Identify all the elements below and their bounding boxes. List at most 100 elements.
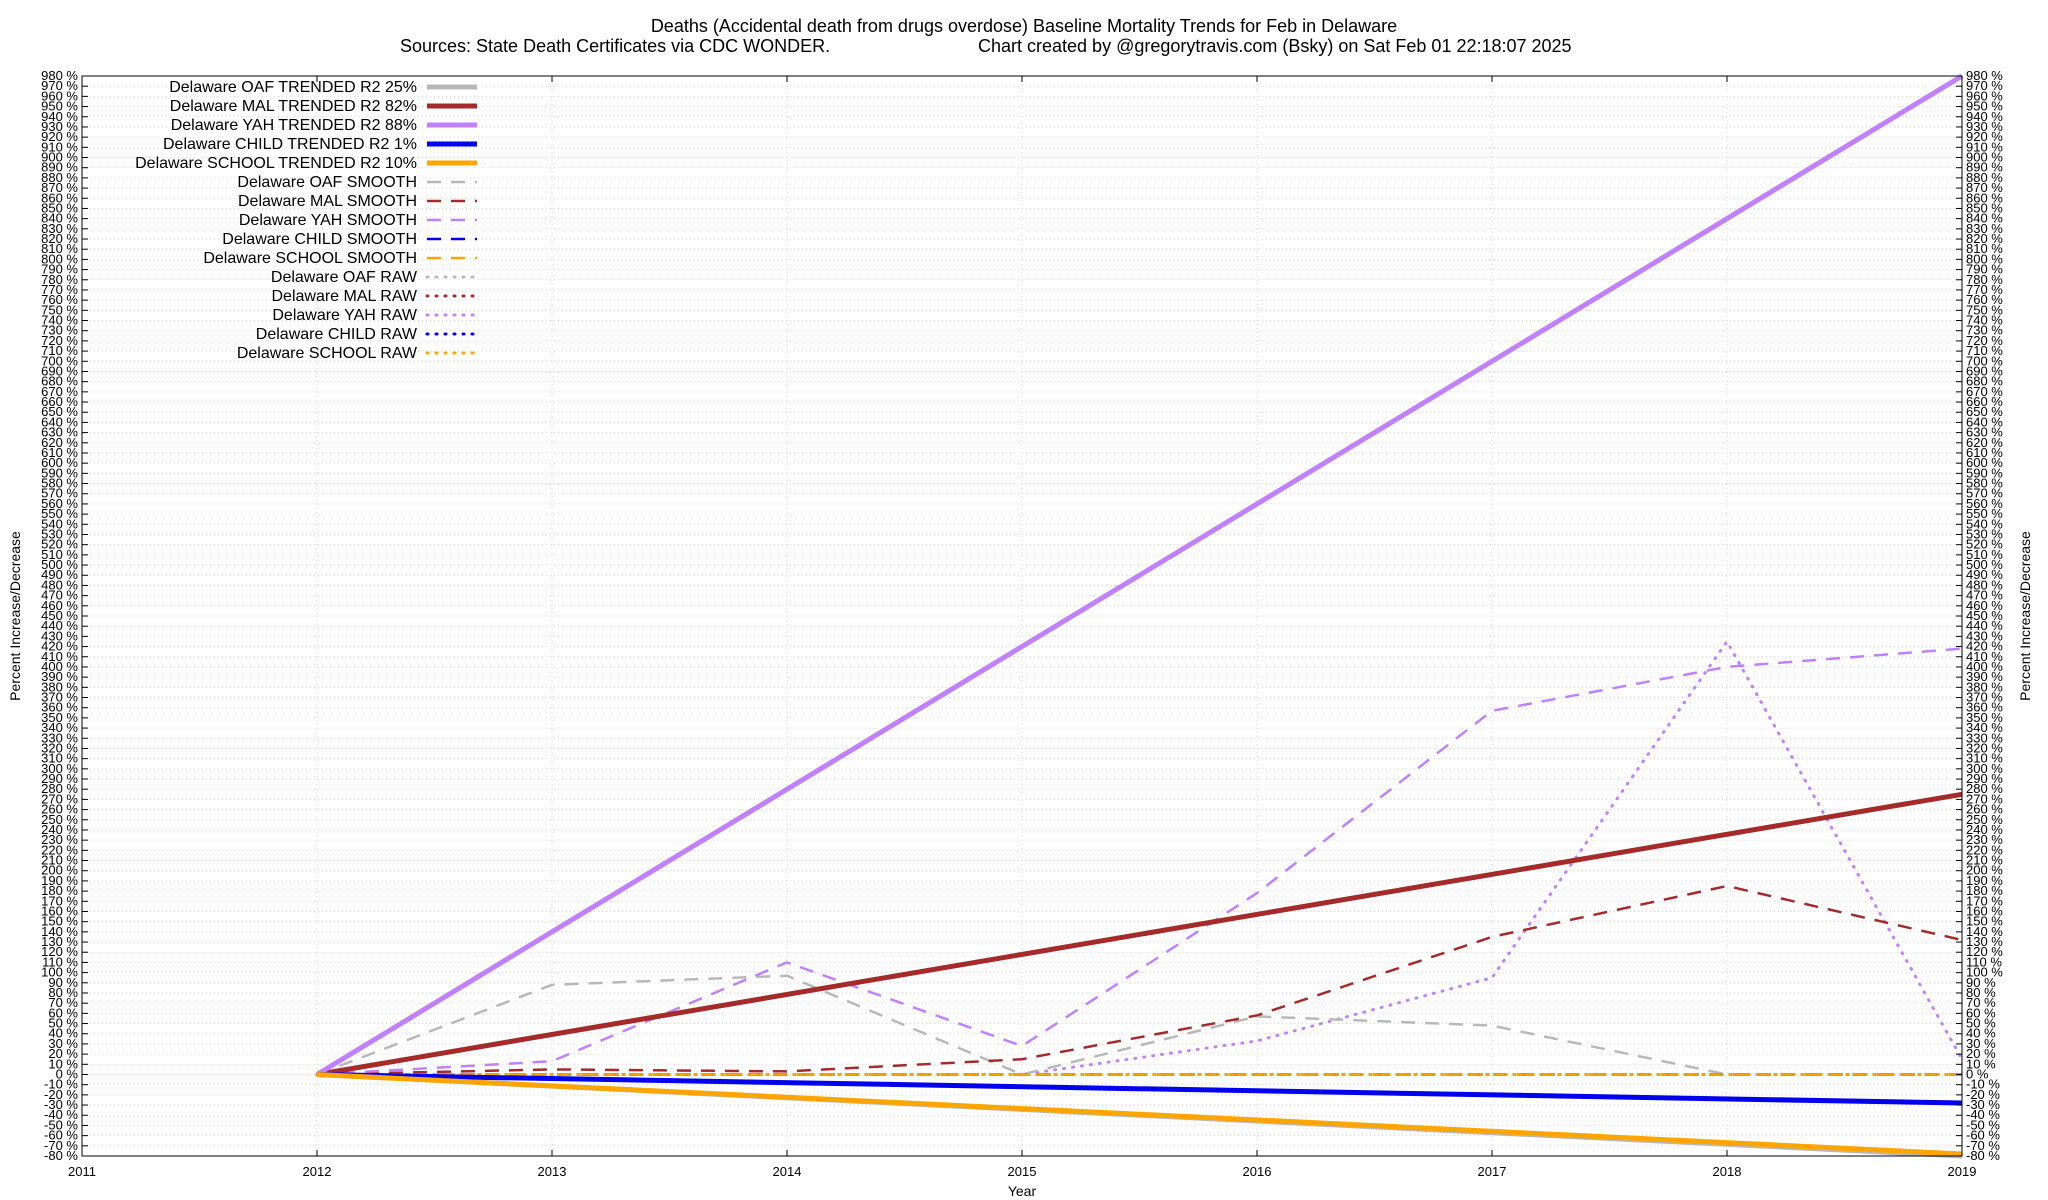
- y-tick-label-left: 110 %: [42, 954, 78, 969]
- y-tick-label-right: 570 %: [1966, 486, 2003, 501]
- y-tick-label-right: 740 %: [1966, 313, 2003, 328]
- y-tick-label-right: 50 %: [1966, 1016, 1996, 1031]
- legend-label: Delaware OAF SMOOTH: [237, 174, 417, 191]
- y-tick-label-right: 0 %: [1966, 1066, 1989, 1081]
- y-tick-label-left: 950 %: [41, 99, 78, 114]
- y-tick-label-right: 220 %: [1966, 842, 2003, 857]
- y-tick-label-left: 90 %: [48, 975, 78, 990]
- y-tick-label-left: 560 %: [41, 496, 78, 511]
- legend-label: Delaware CHILD SMOOTH: [222, 231, 417, 248]
- y-tick-label-left: 450 %: [41, 608, 78, 623]
- y-tick-label-left: 720 %: [41, 333, 78, 348]
- y-tick-label-left: 330 %: [41, 730, 78, 745]
- y-tick-label-left: 380 %: [41, 679, 78, 694]
- y-tick-label-right: 900 %: [1966, 150, 2003, 165]
- axes: -80 % -80 %-70 % -70 %-60 % -60 %-50 % -50 %…: [41, 68, 2003, 1179]
- y-tick-label-right: 70 %: [1966, 995, 1996, 1010]
- legend-label: Delaware YAH TRENDED R2 88%: [171, 117, 417, 134]
- y-tick-label-right: 360 %: [1966, 700, 2003, 715]
- y-tick-label-left: 630 %: [41, 425, 78, 440]
- y-tick-label-left: 480 %: [41, 577, 78, 592]
- legend-label: Delaware YAH RAW: [272, 307, 418, 324]
- x-tick-label: 2017: [1478, 1164, 1507, 1179]
- y-tick-label-right: 130 %: [1966, 934, 2003, 949]
- y-tick-label-right: 660 %: [1966, 394, 2003, 409]
- legend-label: Delaware CHILD RAW: [256, 326, 418, 343]
- y-tick-label-left: 740 %: [41, 313, 78, 328]
- y-tick-label-left: 770 %: [41, 282, 78, 297]
- y-tick-label-left: 400 %: [41, 659, 78, 674]
- x-axis-label: Year: [1008, 1183, 1037, 1199]
- y-tick-label-right: 140 %: [1966, 924, 2003, 939]
- y-tick-label-right: 420 %: [1966, 639, 2003, 654]
- y-tick-label-right: 820 %: [1966, 231, 2003, 246]
- y-tick-label-left: 600 %: [41, 455, 78, 470]
- y-tick-label-left: 70 %: [48, 995, 78, 1010]
- y-axis-label-right: Percent Increase/Decrease: [2017, 531, 2033, 701]
- y-tick-label-right: -60 %: [1966, 1128, 2000, 1143]
- y-tick-label-right: -10 %: [1966, 1077, 2000, 1092]
- y-tick-label-right: 690 %: [1966, 363, 2003, 378]
- y-tick-label-left: 750 %: [41, 302, 78, 317]
- y-tick-label-right: 20 %: [1966, 1046, 1996, 1061]
- y-tick-label-left: 360 %: [41, 700, 78, 715]
- y-tick-label-left: 860 %: [41, 190, 78, 205]
- y-tick-label-left: 230 %: [41, 832, 78, 847]
- y-tick-label-left: 820 %: [41, 231, 78, 246]
- y-tick-label-right: 280 %: [1966, 781, 2003, 796]
- y-axis-label-left: Percent Increase/Decrease: [7, 531, 23, 701]
- y-tick-label-right: 560 %: [1966, 496, 2003, 511]
- y-tick-label-right: 170 %: [1966, 893, 2003, 908]
- grid-lines: [81, 75, 1963, 1157]
- y-tick-label-right: 410 %: [1966, 649, 2003, 664]
- y-tick-label-right: 480 %: [1966, 577, 2003, 592]
- y-tick-label-right: 460 %: [1966, 598, 2003, 613]
- y-tick-label-left: 390 %: [41, 669, 78, 684]
- y-tick-label-right: 230 %: [1966, 832, 2003, 847]
- y-tick-label-left: 910 %: [41, 139, 78, 154]
- y-tick-label-left: 310 %: [41, 751, 78, 766]
- y-tick-label-right: 940 %: [1966, 109, 2003, 124]
- y-tick-label-right: 260 %: [1966, 802, 2003, 817]
- y-tick-label-left: 920 %: [41, 129, 78, 144]
- y-tick-label-left: 730 %: [41, 323, 78, 338]
- y-tick-label-right: 500 %: [1966, 557, 2003, 572]
- y-tick-label-left: -20 %: [44, 1087, 78, 1102]
- y-tick-label-left: 470 %: [41, 588, 78, 603]
- y-tick-label-left: 200 %: [41, 863, 78, 878]
- y-tick-label-left: 170 %: [41, 893, 78, 908]
- y-tick-label-right: 680 %: [1966, 374, 2003, 389]
- y-tick-label-right: 150 %: [1966, 914, 2003, 929]
- y-tick-label-right: 780 %: [1966, 272, 2003, 287]
- y-tick-label-right: 650 %: [1966, 404, 2003, 419]
- legend-label: Delaware MAL SMOOTH: [238, 193, 417, 210]
- y-tick-label-right: 440 %: [1966, 618, 2003, 633]
- series-line-delaware-school-trended-r2-10: [316, 1072, 1963, 1157]
- series-line-delaware-mal-trended-r2-82: [316, 791, 1963, 1077]
- y-tick-label-left: 550 %: [41, 506, 78, 521]
- y-tick-label-left: 890 %: [41, 160, 78, 175]
- y-tick-label-right: 10 %: [1966, 1056, 1996, 1071]
- y-tick-label-right: -70 %: [1966, 1138, 2000, 1153]
- y-tick-label-right: 370 %: [1966, 690, 2003, 705]
- y-tick-label-right: 980 %: [1966, 68, 2003, 83]
- y-tick-label-left: 340 %: [41, 720, 78, 735]
- x-tick-label: 2012: [303, 1164, 332, 1179]
- y-tick-label-left: 500 %: [41, 557, 78, 572]
- y-tick-label-right: 390 %: [1966, 669, 2003, 684]
- y-tick-label-right: 250 %: [1966, 812, 2003, 827]
- y-tick-label-left: -80 %: [44, 1148, 78, 1163]
- y-tick-label-left: 180 %: [41, 883, 78, 898]
- y-tick-label-left: 610 %: [41, 445, 78, 460]
- y-tick-label-left: 490 %: [41, 567, 78, 582]
- y-tick-label-left: 810 %: [41, 241, 78, 256]
- y-tick-label-right: -40 %: [1966, 1107, 2000, 1122]
- y-tick-label-left: 780 %: [41, 272, 78, 287]
- y-tick-label-right: 310 %: [1966, 751, 2003, 766]
- y-tick-label-left: 440 %: [41, 618, 78, 633]
- y-tick-label-right: -20 %: [1966, 1087, 2000, 1102]
- y-tick-label-right: 910 %: [1966, 139, 2003, 154]
- x-tick-label: 2019: [1948, 1164, 1977, 1179]
- legend-label: Delaware MAL TRENDED R2 82%: [170, 98, 417, 115]
- y-tick-label-left: 790 %: [41, 262, 78, 277]
